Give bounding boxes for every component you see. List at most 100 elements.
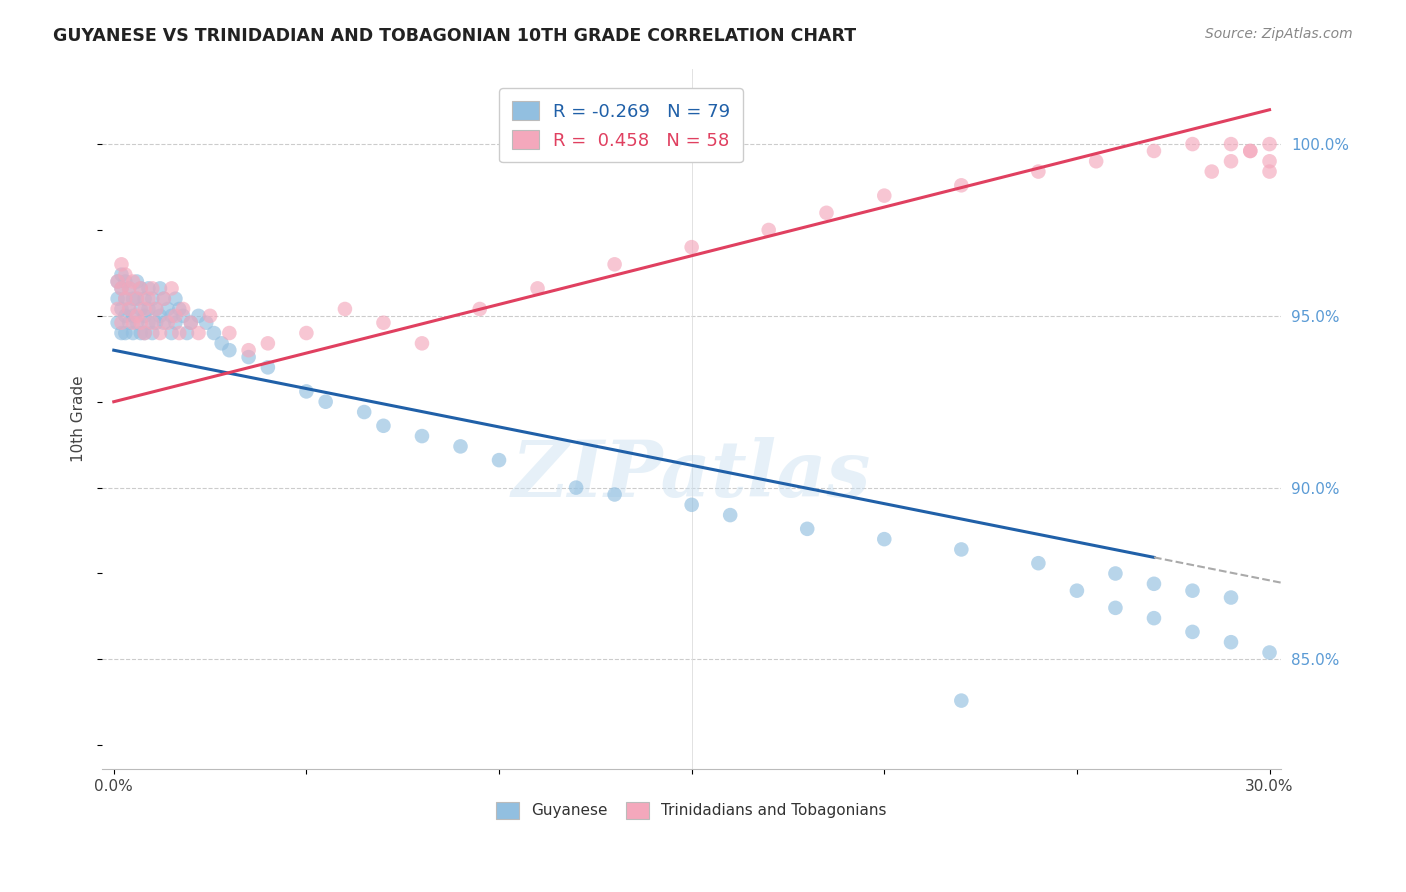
Point — [1066, 583, 1088, 598]
Point — [118, 281, 141, 295]
Point — [114, 326, 136, 340]
Point — [149, 326, 172, 340]
Point — [160, 309, 183, 323]
Point — [134, 292, 156, 306]
Point — [565, 481, 588, 495]
Point — [134, 309, 156, 323]
Point — [125, 309, 148, 323]
Point — [1143, 611, 1166, 625]
Point — [333, 301, 356, 316]
Point — [1028, 164, 1050, 178]
Point — [107, 301, 129, 316]
Point — [1258, 137, 1281, 152]
Point — [180, 316, 202, 330]
Point — [125, 275, 148, 289]
Point — [257, 360, 280, 375]
Point — [110, 257, 132, 271]
Point — [950, 693, 973, 707]
Point — [118, 301, 141, 316]
Point — [373, 418, 395, 433]
Point — [122, 309, 145, 323]
Point — [138, 316, 160, 330]
Point — [176, 326, 198, 340]
Point — [211, 336, 233, 351]
Point — [138, 281, 160, 295]
Point — [153, 292, 176, 306]
Point — [129, 281, 152, 295]
Point — [1085, 154, 1108, 169]
Point — [114, 275, 136, 289]
Point — [1239, 144, 1261, 158]
Point — [681, 240, 703, 254]
Point — [141, 292, 163, 306]
Point — [180, 316, 202, 330]
Text: ZIPatlas: ZIPatlas — [512, 437, 872, 513]
Point — [218, 343, 240, 358]
Point — [138, 301, 160, 316]
Point — [167, 301, 190, 316]
Point — [138, 292, 160, 306]
Point — [145, 316, 167, 330]
Point — [950, 178, 973, 193]
Point — [1143, 144, 1166, 158]
Point — [107, 292, 129, 306]
Point — [198, 309, 221, 323]
Point — [195, 316, 218, 330]
Point — [1181, 583, 1204, 598]
Point — [114, 292, 136, 306]
Point — [149, 309, 172, 323]
Point — [145, 301, 167, 316]
Point — [295, 326, 318, 340]
Point — [122, 292, 145, 306]
Point — [873, 188, 896, 202]
Point — [603, 487, 626, 501]
Point — [141, 281, 163, 295]
Point — [1181, 624, 1204, 639]
Point — [1104, 566, 1126, 581]
Point — [1258, 154, 1281, 169]
Point — [1258, 646, 1281, 660]
Point — [114, 309, 136, 323]
Point — [1239, 144, 1261, 158]
Point — [1220, 591, 1243, 605]
Point — [107, 275, 129, 289]
Point — [603, 257, 626, 271]
Point — [1181, 137, 1204, 152]
Point — [187, 309, 209, 323]
Point — [122, 326, 145, 340]
Point — [110, 281, 132, 295]
Point — [118, 301, 141, 316]
Point — [873, 532, 896, 546]
Point — [129, 301, 152, 316]
Point — [373, 316, 395, 330]
Point — [122, 316, 145, 330]
Point — [1143, 576, 1166, 591]
Point — [950, 542, 973, 557]
Point — [153, 316, 176, 330]
Point — [411, 429, 433, 443]
Point — [125, 292, 148, 306]
Point — [165, 292, 187, 306]
Y-axis label: 10th Grade: 10th Grade — [72, 376, 86, 462]
Point — [153, 292, 176, 306]
Point — [172, 309, 194, 323]
Point — [815, 206, 838, 220]
Point — [718, 508, 741, 522]
Point — [118, 316, 141, 330]
Point — [129, 281, 152, 295]
Point — [1104, 600, 1126, 615]
Point — [1258, 164, 1281, 178]
Point — [156, 316, 179, 330]
Point — [141, 326, 163, 340]
Point — [134, 326, 156, 340]
Point — [488, 453, 510, 467]
Point — [353, 405, 375, 419]
Point — [165, 309, 187, 323]
Point — [796, 522, 818, 536]
Point — [238, 343, 260, 358]
Point — [1220, 154, 1243, 169]
Point — [125, 316, 148, 330]
Point — [172, 301, 194, 316]
Text: GUYANESE VS TRINIDADIAN AND TOBAGONIAN 10TH GRADE CORRELATION CHART: GUYANESE VS TRINIDADIAN AND TOBAGONIAN 1… — [53, 27, 856, 45]
Text: Source: ZipAtlas.com: Source: ZipAtlas.com — [1205, 27, 1353, 41]
